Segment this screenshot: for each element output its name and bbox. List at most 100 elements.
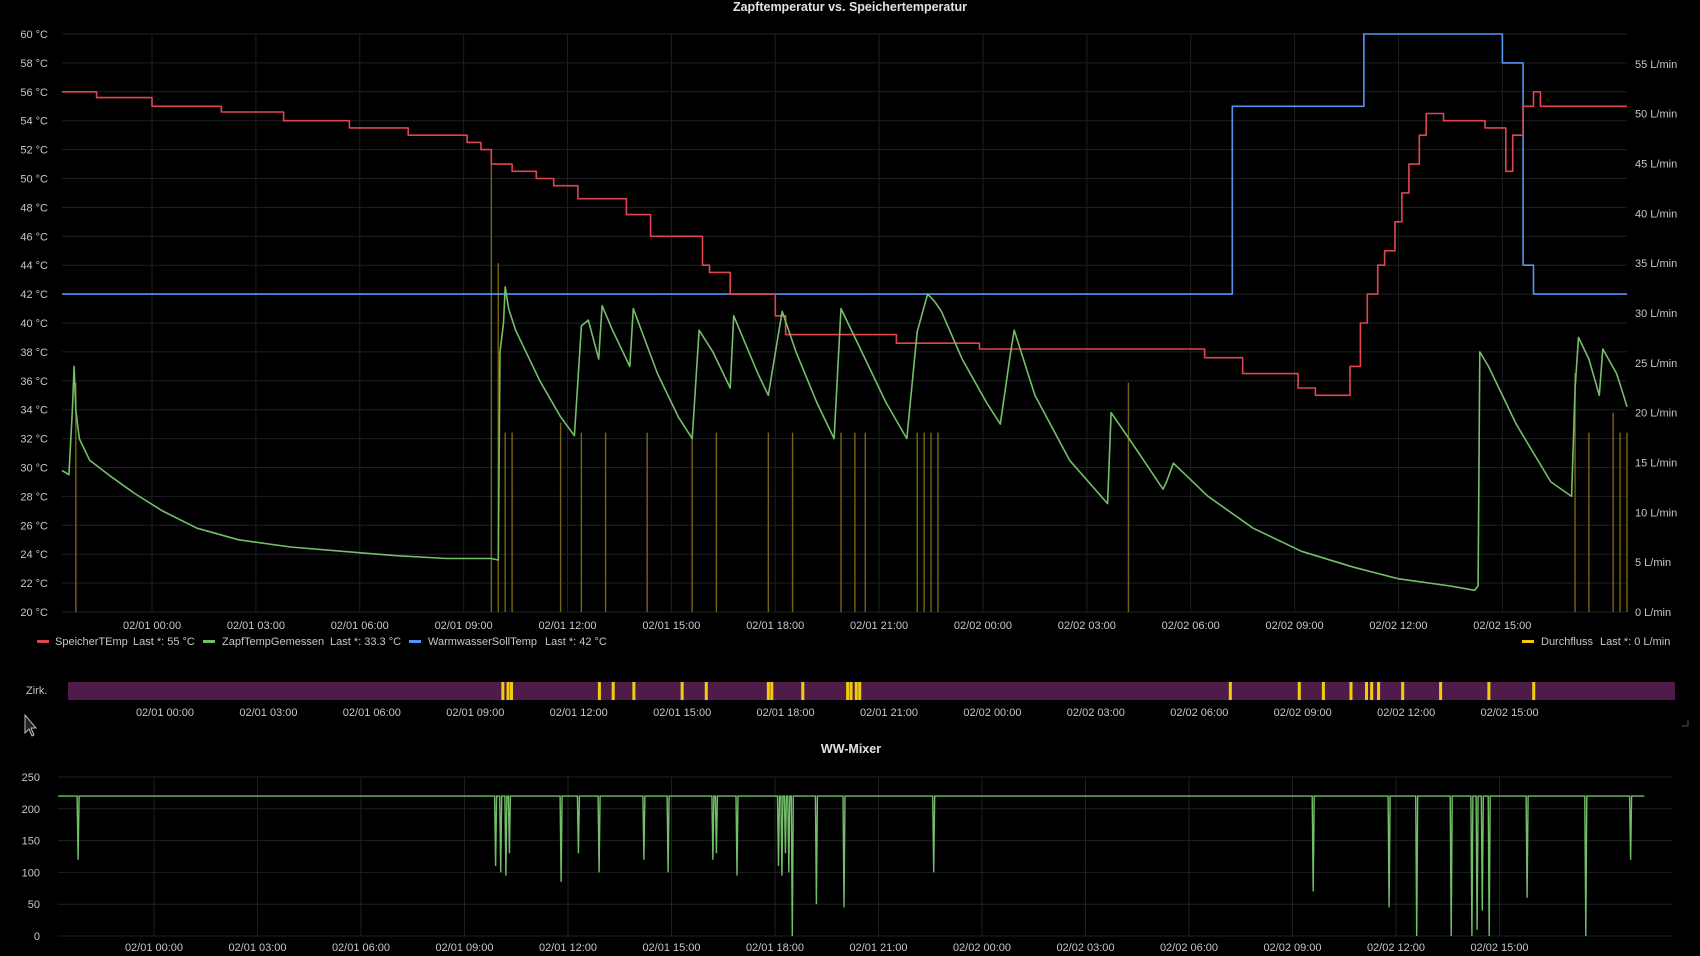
zirk-state-on-marks bbox=[501, 682, 1536, 700]
y-tick-right-label: 0 L/min bbox=[1635, 607, 1671, 619]
y-tick-left-label: 52 °C bbox=[20, 145, 48, 157]
mixer-y-tick-label: 150 bbox=[22, 836, 40, 848]
x-tick-label: 02/02 09:00 bbox=[1266, 620, 1324, 632]
y-tick-right-label: 25 L/min bbox=[1635, 358, 1677, 370]
mixer-x-tick-label: 02/01 18:00 bbox=[746, 942, 804, 954]
temperature-legend[interactable]: SpeicherTEmp Last *: 55 °C ZapfTempGemes… bbox=[37, 636, 1670, 648]
y-tick-left-label: 58 °C bbox=[20, 58, 48, 70]
resize-handle-icon[interactable] bbox=[1682, 720, 1689, 727]
zirk-x-tick-label: 02/01 00:00 bbox=[136, 707, 194, 719]
mixer-x-tick-label: 02/02 03:00 bbox=[1056, 942, 1114, 954]
mixer-y-tick-label: 200 bbox=[22, 804, 40, 816]
zirk-on-mark bbox=[849, 682, 853, 700]
legend-last-durchfluss: Last *: 0 L/min bbox=[1600, 636, 1670, 648]
y-tick-right-label: 45 L/min bbox=[1635, 159, 1677, 171]
mixer-y-tick-label: 50 bbox=[28, 899, 40, 911]
zirk-on-mark bbox=[1377, 682, 1381, 700]
temperature-x-axis: 02/01 00:00 02/01 03:00 02/01 06:00 02/01 0… bbox=[123, 620, 1531, 632]
zirk-state-bar[interactable] bbox=[68, 682, 1675, 700]
y-tick-right-label: 30 L/min bbox=[1635, 308, 1677, 320]
y-tick-left-label: 28 °C bbox=[20, 491, 48, 503]
mixer-y-tick-label: 250 bbox=[22, 772, 40, 784]
y-tick-left-label: 34 °C bbox=[20, 405, 48, 417]
mixer-x-tick-label: 02/01 03:00 bbox=[228, 942, 286, 954]
zirk-label: Zirk. bbox=[26, 685, 47, 697]
mixer-grid bbox=[58, 776, 1672, 937]
y-tick-right-label: 55 L/min bbox=[1635, 59, 1677, 71]
x-tick-label: 02/01 09:00 bbox=[435, 620, 493, 632]
temperature-panel-title: Zapftemperatur vs. Speichertemperatur bbox=[733, 0, 967, 14]
y-tick-left-label: 20 °C bbox=[20, 607, 48, 619]
zirk-on-mark bbox=[766, 682, 770, 700]
series-line-ww-mixer[interactable] bbox=[58, 795, 1645, 937]
zirk-on-mark bbox=[1532, 682, 1536, 700]
x-tick-label: 02/01 03:00 bbox=[227, 620, 285, 632]
x-tick-label: 02/02 12:00 bbox=[1369, 620, 1427, 632]
zirk-on-mark bbox=[611, 682, 615, 700]
legend-swatch-zapftempgemessen bbox=[203, 640, 215, 643]
series-line-zapftempgemessen[interactable] bbox=[61, 286, 1628, 592]
mixer-x-axis: 02/01 00:00 02/01 03:00 02/01 06:00 02/01 0… bbox=[125, 942, 1529, 954]
zirk-x-tick-label: 02/01 12:00 bbox=[550, 707, 608, 719]
legend-name-durchfluss[interactable]: Durchfluss bbox=[1541, 636, 1593, 648]
series-line-speichertemp[interactable] bbox=[62, 91, 1627, 397]
y-tick-left-label: 36 °C bbox=[20, 376, 48, 388]
zirk-on-mark bbox=[1487, 682, 1491, 700]
legend-item-zapftempgemessen[interactable]: ZapfTempGemessen Last *: 33.3 °C bbox=[203, 636, 401, 648]
legend-last-speichertemp: Last *: 55 °C bbox=[133, 636, 195, 648]
series-line-warmwassersolltemp[interactable] bbox=[62, 33, 1627, 295]
x-tick-label: 02/01 06:00 bbox=[331, 620, 389, 632]
y-tick-left-label: 42 °C bbox=[20, 289, 48, 301]
zirk-on-mark bbox=[597, 682, 601, 700]
zirk-on-mark bbox=[1439, 682, 1443, 700]
zirk-x-axis: 02/01 00:00 02/01 03:00 02/01 06:00 02/01 0… bbox=[136, 707, 1539, 719]
y-tick-right-label: 50 L/min bbox=[1635, 109, 1677, 121]
y-tick-right-label: 5 L/min bbox=[1635, 557, 1671, 569]
zirk-on-mark bbox=[1228, 682, 1232, 700]
temperature-y-axis-left: 20 °C 22 °C 24 °C 26 °C 28 °C 30 °C 32 °C 34 °C… bbox=[20, 29, 48, 619]
mixer-y-axis: 0 50 100 150 200 250 bbox=[22, 772, 40, 943]
legend-item-durchfluss[interactable]: Durchfluss Last *: 0 L/min bbox=[1522, 636, 1670, 648]
zirk-x-tick-label: 02/02 15:00 bbox=[1481, 707, 1539, 719]
mixer-x-tick-label: 02/01 15:00 bbox=[642, 942, 700, 954]
zirk-on-mark bbox=[1321, 682, 1325, 700]
mixer-x-tick-label: 02/02 09:00 bbox=[1263, 942, 1321, 954]
zirk-on-mark bbox=[704, 682, 708, 700]
legend-name-warmwassersolltemp[interactable]: WarmwasserSollTemp bbox=[428, 636, 537, 648]
y-tick-left-label: 56 °C bbox=[20, 87, 48, 99]
y-tick-left-label: 48 °C bbox=[20, 202, 48, 214]
x-tick-label: 02/01 00:00 bbox=[123, 620, 181, 632]
y-tick-left-label: 30 °C bbox=[20, 463, 48, 475]
y-tick-left-label: 22 °C bbox=[20, 578, 48, 590]
legend-name-zapftempgemessen[interactable]: ZapfTempGemessen bbox=[222, 636, 324, 648]
legend-item-warmwassersolltemp[interactable]: WarmwasserSollTemp Last *: 42 °C bbox=[409, 636, 607, 648]
mixer-x-tick-label: 02/01 09:00 bbox=[435, 942, 493, 954]
x-tick-label: 02/02 03:00 bbox=[1058, 620, 1116, 632]
legend-last-zapftempgemessen: Last *: 33.3 °C bbox=[330, 636, 401, 648]
zirk-on-mark bbox=[632, 682, 636, 700]
y-tick-right-label: 20 L/min bbox=[1635, 408, 1677, 420]
temperature-panel: Zapftemperatur vs. Speichertemperatur 20… bbox=[20, 0, 1677, 648]
zirk-x-tick-label: 02/01 21:00 bbox=[860, 707, 918, 719]
y-tick-left-label: 54 °C bbox=[20, 116, 48, 128]
zirk-on-mark bbox=[801, 682, 805, 700]
legend-swatch-durchfluss bbox=[1522, 640, 1534, 643]
x-tick-label: 02/01 12:00 bbox=[538, 620, 596, 632]
mixer-x-tick-label: 02/02 00:00 bbox=[953, 942, 1011, 954]
y-tick-left-label: 50 °C bbox=[20, 174, 48, 186]
zirk-on-mark bbox=[770, 682, 774, 700]
zirk-on-mark bbox=[854, 682, 858, 700]
legend-name-speichertemp[interactable]: SpeicherTEmp bbox=[55, 636, 128, 648]
mixer-panel-title: WW-Mixer bbox=[821, 742, 881, 756]
zirk-x-tick-label: 02/01 06:00 bbox=[343, 707, 401, 719]
x-tick-label: 02/02 06:00 bbox=[1162, 620, 1220, 632]
x-tick-label: 02/01 18:00 bbox=[746, 620, 804, 632]
legend-item-speichertemp[interactable]: SpeicherTEmp Last *: 55 °C bbox=[37, 636, 195, 648]
x-tick-label: 02/01 21:00 bbox=[850, 620, 908, 632]
zirk-on-mark bbox=[506, 682, 510, 700]
y-tick-left-label: 44 °C bbox=[20, 260, 48, 272]
y-tick-right-label: 35 L/min bbox=[1635, 258, 1677, 270]
y-tick-left-label: 46 °C bbox=[20, 231, 48, 243]
x-tick-label: 02/02 15:00 bbox=[1473, 620, 1531, 632]
